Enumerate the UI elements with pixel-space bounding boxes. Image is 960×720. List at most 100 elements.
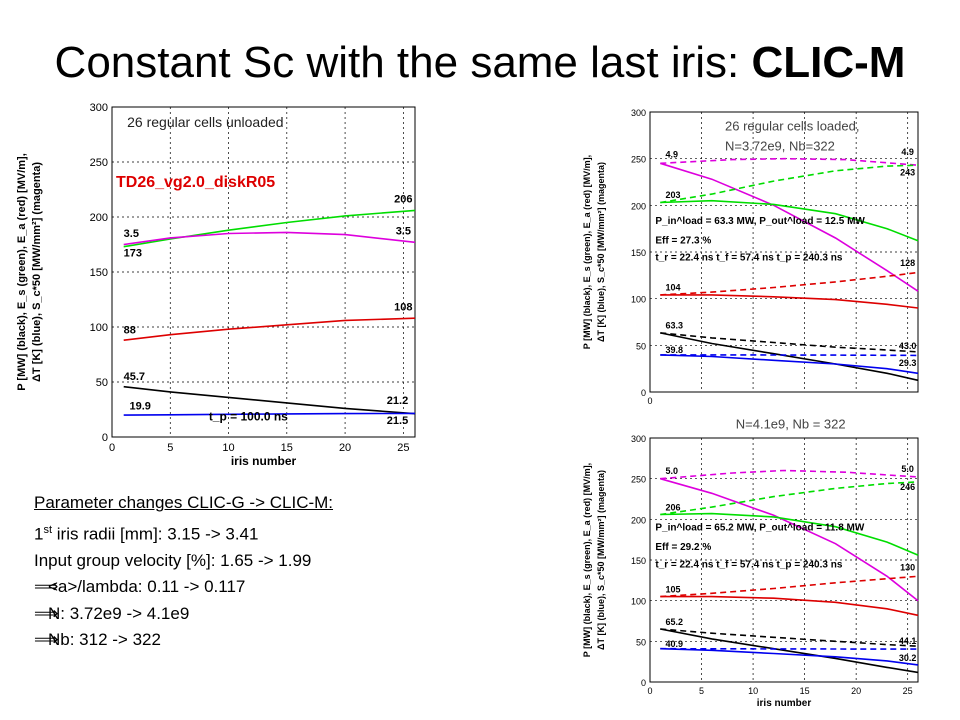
parameter-line-1: 1st iris radii [mm]: 3.15 -> 3.41 — [34, 523, 259, 544]
x-tick-label: 5 — [167, 442, 173, 454]
series-line-1 — [660, 162, 919, 292]
data-label: 173 — [124, 248, 142, 260]
parameter-header: Parameter changes CLIC-G -> CLIC-M: — [34, 493, 334, 512]
y-axis-label-line2: ΔT [K] (blue), S_c*50 [MW/mm²] (magenta) — [596, 162, 606, 342]
parameter-line-5: ⟹Nb: 312 -> 322 — [34, 627, 333, 654]
implies-arrow-icon: ⟹ — [34, 577, 59, 597]
y-tick-label: 300 — [90, 102, 108, 114]
y-axis-label-line1: P [MW] (black), E_s (green), E_a (red) [… — [16, 153, 28, 391]
data-label: 40.9 — [665, 639, 683, 649]
y-tick-label: 0 — [641, 678, 646, 688]
data-label: 21.5 — [387, 415, 408, 427]
series-line-2 — [123, 317, 416, 341]
data-label: 203 — [665, 190, 680, 200]
x-tick-label: 10 — [748, 686, 758, 696]
data-label: 128 — [900, 258, 915, 268]
data-label: 44.1 — [899, 636, 917, 646]
data-label: 4.9 — [901, 147, 914, 157]
series-line-9 — [660, 647, 919, 666]
data-label: 30.2 — [899, 653, 917, 663]
series-line-4 — [660, 575, 919, 598]
data-label: 21.2 — [387, 395, 408, 407]
series-line-8 — [660, 354, 919, 357]
annotation: P_in^load = 63.3 MW, P_out^load = 12.5 M… — [655, 216, 865, 227]
data-label: 130 — [900, 563, 915, 573]
y-tick-label: 0 — [102, 432, 108, 444]
y-tick-label: 50 — [636, 637, 646, 647]
x-tick-label: 20 — [339, 442, 351, 454]
x-tick-label: 15 — [281, 442, 293, 454]
chart-subtitle: TD26_vg2.0_diskR05 — [116, 174, 275, 191]
annotation: Eff = 27.3 % — [655, 236, 711, 247]
annotation: Eff = 29.2 % — [655, 542, 711, 553]
y-tick-label: 150 — [631, 248, 646, 258]
data-label: 29.3 — [899, 358, 917, 368]
series-line-2 — [660, 164, 919, 204]
series-line-4 — [123, 412, 416, 416]
y-tick-label: 250 — [631, 475, 646, 485]
data-label: 43.0 — [899, 341, 917, 351]
series-line-2 — [660, 481, 919, 516]
y-tick-label: 150 — [90, 267, 108, 279]
y-tick-label: 0 — [641, 388, 646, 398]
chart-title: 26 regular cells loaded, — [725, 118, 859, 133]
plot-frame — [649, 437, 919, 683]
chart-title: 26 regular cells unloaded — [127, 114, 283, 130]
x-tick-label: 0 — [109, 442, 115, 454]
data-label: 246 — [900, 482, 915, 492]
data-label: 108 — [394, 302, 412, 314]
y-tick-label: 200 — [631, 515, 646, 525]
data-label: 105 — [665, 585, 680, 595]
parameter-line-4: ⟹N: 3.72e9 -> 4.1e9 — [34, 601, 333, 628]
y-tick-label: 200 — [90, 212, 108, 224]
x-tick-label: 0 — [647, 396, 652, 406]
series-line-0 — [123, 209, 416, 248]
data-label: 5.0 — [665, 466, 678, 476]
y-tick-label: 50 — [636, 341, 646, 351]
x-tick-label: 10 — [222, 442, 234, 454]
data-label: 5.0 — [901, 464, 914, 474]
series-line-0 — [660, 469, 919, 480]
chart-2: 0 50 100 150 200 250 300 0 5 10 15 20 25 5.0 5.0 246 206… — [582, 416, 919, 709]
y-tick-label: 50 — [96, 377, 108, 389]
y-axis-label-line1: P [MW] (black), E_s (green), E_a (red) [… — [582, 463, 592, 657]
series-line-3 — [660, 199, 919, 242]
y-axis-label-line2: ΔT [K] (blue), S_c*50 [MW/mm²] (magenta) — [31, 162, 43, 382]
chart-title: N=3.72e9, Nb=322 — [725, 138, 835, 153]
data-label: 206 — [665, 502, 680, 512]
x-tick-label: 20 — [851, 686, 861, 696]
data-label: 206 — [394, 194, 412, 206]
y-tick-label: 100 — [631, 295, 646, 305]
series-line-1 — [123, 231, 416, 246]
series-line-3 — [660, 512, 919, 556]
y-tick-label: 200 — [631, 201, 646, 211]
x-tick-label: 25 — [903, 686, 913, 696]
series-line-0 — [660, 157, 919, 166]
parameter-line-3: ⟹<a>/lambda: 0.11 -> 0.117 — [34, 574, 333, 601]
y-axis-label-line1: P [MW] (black), E_s (green), E_a (red) [… — [582, 155, 592, 349]
series-line-7 — [660, 628, 919, 674]
data-label: 3.5 — [124, 228, 139, 240]
x-axis-label: iris number — [231, 454, 297, 468]
annotation: t_r = 22.4 ns t_f = 57.4 ns t_p = 240.3 … — [655, 252, 842, 263]
parameter-line-2: Input group velocity [%]: 1.65 -> 1.99 — [34, 550, 312, 570]
chart-title: N=4.1e9, Nb = 322 — [736, 416, 846, 431]
annotation: t_r = 22.4 ns t_f = 57.4 ns t_p = 240.3 … — [655, 559, 842, 570]
y-tick-label: 300 — [631, 108, 646, 118]
chart-0: 0 50 100 150 200 250 300 0 5 10 15 20 25 3.5 173 206 3.5… — [16, 102, 416, 468]
annotation: P_in^load = 65.2 MW, P_out^load = 11.8 M… — [655, 523, 865, 534]
series-line-1 — [660, 477, 919, 602]
series-line-9 — [660, 354, 919, 375]
y-tick-label: 300 — [631, 434, 646, 444]
x-axis-label: iris number — [757, 698, 812, 709]
x-tick-label: 25 — [397, 442, 409, 454]
x-tick-label: 0 — [647, 686, 652, 696]
annotation: t_p = 100.0 ns — [209, 410, 288, 424]
data-label: 88 — [124, 325, 136, 337]
implies-arrow-icon: ⟹ — [34, 630, 59, 650]
title-bold: CLIC-M — [751, 38, 906, 87]
data-label: 104 — [665, 282, 680, 292]
y-tick-label: 100 — [631, 597, 646, 607]
data-label: 243 — [900, 167, 915, 177]
